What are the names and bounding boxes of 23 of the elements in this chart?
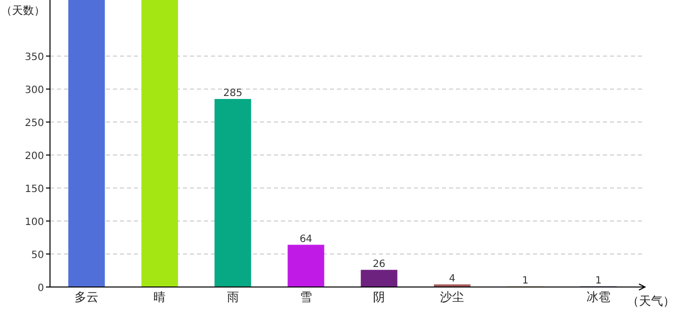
x-tick-label: 沙尘	[440, 290, 464, 304]
x-tick-label: 雨	[226, 290, 239, 304]
x-tick-label: 阴	[373, 290, 386, 304]
y-tick-label: 200	[24, 151, 44, 162]
y-tick-label: 350	[24, 52, 44, 64]
data-label: 1	[522, 275, 528, 286]
x-axis-title: （天气）	[627, 294, 675, 308]
data-label: 285	[223, 88, 242, 99]
y-tick-label: 250	[24, 118, 44, 130]
x-tick-label: 晴	[154, 290, 166, 304]
y-axis-title: （天数）	[1, 4, 45, 17]
x-tick-label: 多云	[74, 290, 99, 304]
y-tick-label: 100	[24, 217, 44, 228]
x-tick-label: 冰雹	[586, 290, 610, 304]
data-label: 4	[449, 273, 456, 284]
x-tick-label: 雪	[300, 290, 312, 304]
data-label: 64	[300, 234, 312, 245]
y-tick-label: 0	[38, 283, 44, 294]
y-tick-label: 150	[24, 184, 44, 196]
y-tick-label: 300	[24, 85, 44, 96]
y-tick-label: 50	[31, 250, 44, 262]
data-label: 1	[595, 275, 602, 286]
data-label: 26	[372, 258, 386, 270]
